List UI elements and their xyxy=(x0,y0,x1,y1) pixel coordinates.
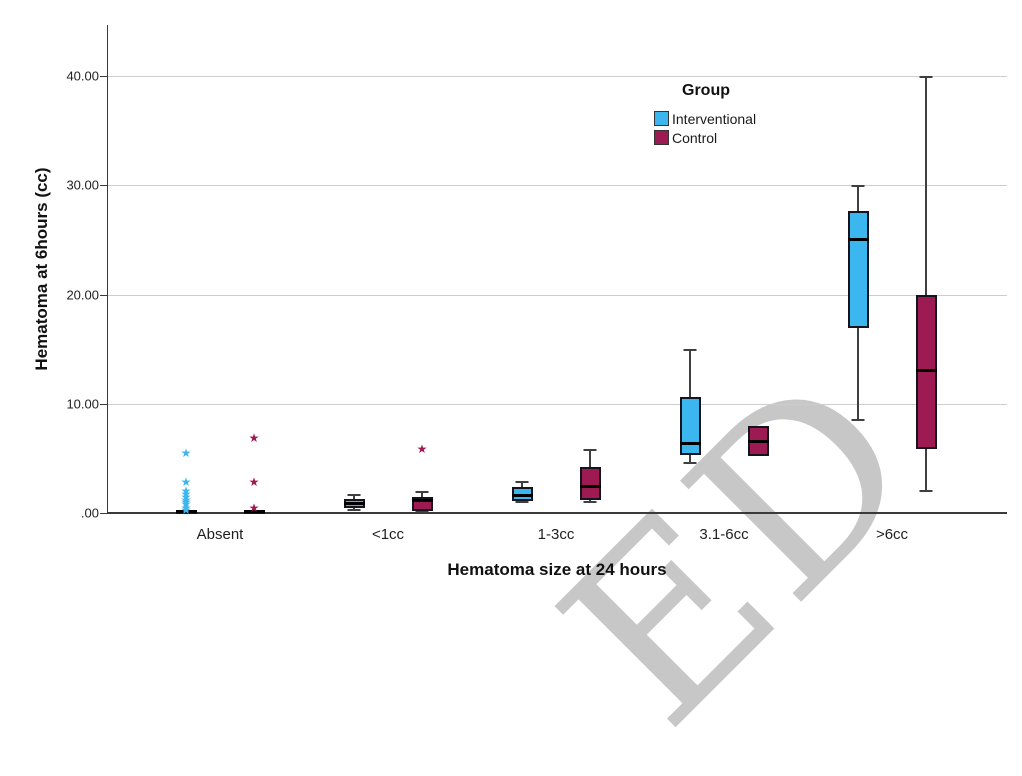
outlier-star-interventional-Absent: ★ xyxy=(180,497,192,512)
x-axis-title: Hematoma size at 24 hours xyxy=(447,560,667,579)
whisker-cap-interventional-13cc xyxy=(515,501,529,504)
y-tick xyxy=(100,76,107,77)
outlier-star-interventional-Absent: ★ xyxy=(180,484,192,499)
x-category-label: 1-3cc xyxy=(537,526,575,543)
gridline xyxy=(107,294,1007,296)
legend-item-interventional: Interventional xyxy=(654,109,756,128)
box-control-13cc xyxy=(579,467,601,500)
y-axis-line xyxy=(107,25,108,513)
legend: Group Interventional Control xyxy=(654,82,756,147)
outlier-star-interventional-Absent: ★ xyxy=(180,492,192,507)
whisker-cap-interventional-13cc xyxy=(515,481,529,484)
whisker-cap-control-6cc xyxy=(919,76,933,78)
legend-label-interventional: Interventional xyxy=(672,110,757,127)
whisker-stem-control-13cc xyxy=(589,448,591,468)
gridline xyxy=(107,76,1007,77)
median-interventional-6cc xyxy=(847,238,869,242)
outlier-star-interventional-Absent: ★ xyxy=(180,475,192,490)
y-axis-title: Hematoma at 6hours (cc) xyxy=(32,167,51,371)
interventional-swatch-icon xyxy=(654,111,669,126)
x-category-label: Absent xyxy=(196,526,244,543)
median-control-Absent xyxy=(243,510,265,514)
x-category-label: <1cc xyxy=(371,526,405,543)
outlier-star-interventional-Absent: ★ xyxy=(180,502,192,517)
median-control-3.16cc xyxy=(747,440,769,444)
legend-label-control: Control xyxy=(672,129,718,146)
outlier-star-interventional-Absent: ★ xyxy=(180,487,192,502)
median-interventional-3.16cc xyxy=(679,441,701,445)
whisker-stem-control-1cc xyxy=(421,491,423,497)
y-tick-label: 30.00 xyxy=(66,177,99,193)
outlier-star-interventional-Absent: ★ xyxy=(180,489,192,504)
whisker-stem-interventional-13cc xyxy=(521,481,523,487)
whisker-cap-interventional-1cc xyxy=(347,494,361,497)
median-control-6cc xyxy=(915,369,937,373)
legend-item-control: Control xyxy=(654,128,756,147)
outlier-star-control-Absent: ★ xyxy=(248,475,260,490)
whisker-cap-interventional-6cc xyxy=(851,419,865,422)
whisker-cap-interventional-6cc xyxy=(851,185,865,188)
y-tick-label: .00 xyxy=(80,505,99,521)
y-tick-label: 10.00 xyxy=(66,396,99,412)
y-tick-label: 20.00 xyxy=(66,287,99,302)
whisker-cap-interventional-3.16cc xyxy=(683,349,697,352)
y-tick-label: 40.00 xyxy=(66,68,99,84)
box-interventional-13cc xyxy=(511,486,533,501)
outlier-star-interventional-Absent: ★ xyxy=(180,495,192,510)
whisker-cap-interventional-3.16cc xyxy=(683,461,697,464)
whisker-stem-interventional-6cc xyxy=(857,328,859,421)
whisker-stem-interventional-1cc xyxy=(353,494,355,499)
boxplot-figure: ED .00 10.00 20.00 30.00 40.00 Absent <1cc 1-3c… xyxy=(32,25,1007,776)
x-category-label: 3.1-6cc xyxy=(699,526,749,543)
plot-area: .00 10.00 20.00 30.00 40.00 Absent <1cc 1-3cc 3.… xyxy=(66,25,1007,543)
whisker-stem-interventional-1cc xyxy=(353,507,355,510)
whisker-stem-interventional-6cc xyxy=(857,185,859,212)
gridline xyxy=(107,185,1007,187)
control-swatch-icon xyxy=(654,130,669,145)
median-interventional-1cc xyxy=(343,501,365,505)
whisker-cap-control-1cc xyxy=(415,510,429,513)
median-control-1cc xyxy=(411,499,433,503)
outlier-star-interventional-Absent: ★ xyxy=(180,500,192,515)
box-interventional-6cc xyxy=(847,211,869,329)
x-category-label: >6cc xyxy=(875,526,909,543)
legend-title: Group xyxy=(682,82,730,99)
whisker-cap-control-13cc xyxy=(583,448,597,451)
whisker-cap-interventional-1cc xyxy=(347,508,361,511)
y-tick xyxy=(100,294,107,296)
outlier-star-control-Absent: ★ xyxy=(248,500,260,515)
y-tick xyxy=(100,403,107,405)
median-control-13cc xyxy=(579,485,601,489)
median-interventional-Absent xyxy=(175,510,197,514)
median-interventional-13cc xyxy=(511,494,533,498)
x-axis-line xyxy=(107,512,1007,514)
box-interventional-3.16cc xyxy=(679,397,701,456)
outlier-star-interventional-Absent: ★ xyxy=(180,445,192,460)
outlier-star-control-1cc: ★ xyxy=(416,441,428,456)
whisker-stem-interventional-3.16cc xyxy=(689,349,691,398)
whisker-stem-control-6cc xyxy=(925,448,927,492)
outlier-star-control-Absent: ★ xyxy=(248,430,260,445)
whisker-cap-control-6cc xyxy=(919,490,933,493)
whisker-stem-control-6cc xyxy=(925,76,927,295)
gridline xyxy=(107,403,1007,405)
y-tick xyxy=(100,185,107,187)
y-tick xyxy=(100,513,107,514)
whisker-stem-interventional-3.16cc xyxy=(689,455,691,463)
whisker-cap-control-1cc xyxy=(415,491,429,494)
whisker-stem-control-13cc xyxy=(589,499,591,503)
whisker-cap-control-13cc xyxy=(583,501,597,504)
